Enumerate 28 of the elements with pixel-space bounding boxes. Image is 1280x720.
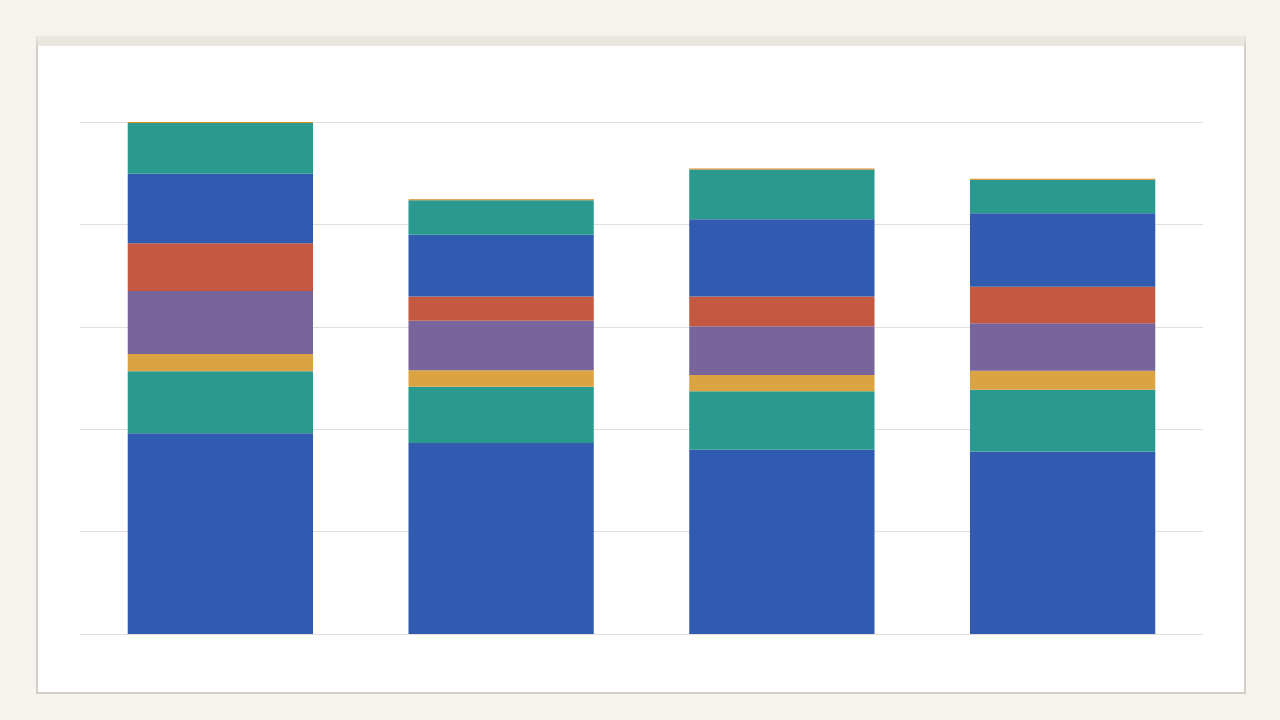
bar: [408, 200, 594, 235]
bar: [408, 386, 594, 444]
bar: [408, 320, 594, 371]
bar: [969, 370, 1156, 390]
bar: [127, 290, 314, 354]
bar: [408, 234, 594, 297]
bar: [689, 449, 875, 634]
bar: [689, 296, 875, 327]
bar: [408, 296, 594, 321]
bar: [689, 219, 875, 297]
bar: [969, 179, 1156, 214]
bar: [408, 370, 594, 387]
bar: [127, 123, 314, 174]
bar: [408, 443, 594, 634]
bar: [969, 323, 1156, 371]
bar: [127, 243, 314, 291]
bar: [127, 433, 314, 634]
bar: [127, 353, 314, 372]
bar: [969, 389, 1156, 452]
bar: [127, 371, 314, 434]
bar: [969, 451, 1156, 634]
bar: [689, 169, 875, 220]
bar: [689, 374, 875, 392]
bar: [689, 326, 875, 375]
bar: [127, 173, 314, 244]
bar: [969, 286, 1156, 324]
bar: [689, 391, 875, 450]
bar: [969, 213, 1156, 287]
